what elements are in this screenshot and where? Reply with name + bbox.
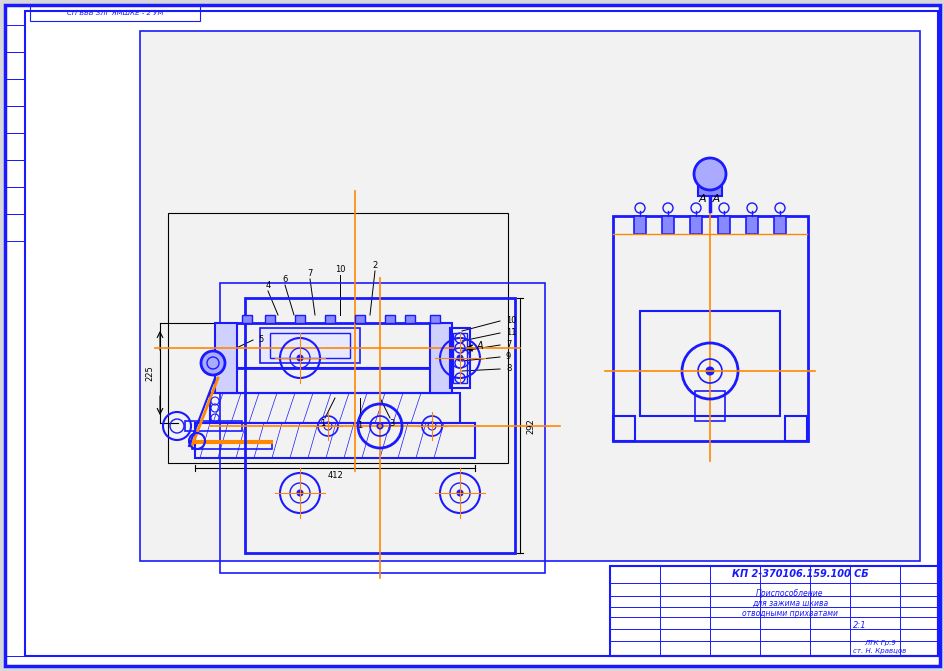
Bar [633,216,646,234]
Bar [5,160,25,187]
Bar [270,333,349,358]
Bar [639,311,779,416]
Bar [244,298,514,553]
Bar [452,333,466,383]
Text: 7: 7 [505,340,511,350]
Bar [5,25,25,52]
Text: СП ВВВ ЗЛГ ЯМШКЕ - 2 УМ: СП ВВВ ЗЛГ ЯМШКЕ - 2 УМ [67,10,163,16]
Bar [215,323,237,393]
Text: 3: 3 [389,419,395,427]
Text: 2:1: 2:1 [852,621,866,631]
Circle shape [693,158,725,190]
Bar [5,133,25,160]
Text: 6: 6 [282,276,287,285]
Bar [30,5,200,21]
Text: А  А: А А [699,194,720,204]
Bar [689,216,701,234]
Text: 225: 225 [145,365,154,381]
Bar [5,52,25,79]
Bar [355,315,364,323]
Text: 2: 2 [372,262,378,270]
Bar [717,216,729,234]
Bar [264,315,275,323]
Circle shape [457,355,463,361]
Text: 4: 4 [265,282,270,291]
Bar [295,315,305,323]
Bar [220,368,449,393]
Text: 292: 292 [526,418,535,434]
Text: 11: 11 [505,329,516,338]
Text: 412: 412 [327,470,343,480]
Bar [449,328,469,388]
Bar [698,184,721,196]
Text: 9: 9 [505,352,511,362]
Text: 1: 1 [357,421,362,429]
Text: 1: 1 [320,419,326,427]
Bar [260,328,360,363]
Text: КП 2-370106.159.100 СБ: КП 2-370106.159.100 СБ [731,569,868,579]
Text: Приспособление: Приспособление [755,588,823,597]
Circle shape [296,490,303,496]
Bar [220,283,545,573]
Bar [5,106,25,133]
Bar [242,315,252,323]
Bar [5,187,25,214]
Circle shape [705,367,714,375]
Circle shape [379,425,381,427]
Bar [210,393,460,423]
Bar [610,566,937,656]
Bar [694,391,724,421]
Bar [325,315,334,323]
Bar [185,421,242,431]
Bar [168,213,508,463]
Bar [773,216,785,234]
Bar [613,216,807,441]
Circle shape [296,355,303,361]
Text: A: A [476,341,482,351]
Text: 7: 7 [307,270,312,278]
Text: отводными прихватами: отводными прихватами [741,609,837,617]
Bar [662,216,673,234]
Bar [194,423,475,458]
Circle shape [377,423,382,429]
Bar [405,315,414,323]
Text: 8: 8 [505,364,511,374]
Bar [430,315,440,323]
Bar [140,31,919,561]
Circle shape [457,490,463,496]
Bar [235,323,434,368]
Text: ст. Н. Кравцов: ст. Н. Кравцов [852,648,905,654]
Text: 5: 5 [258,336,263,344]
Bar [430,323,451,393]
Circle shape [201,351,225,375]
Text: ЛТК Гр.9: ЛТК Гр.9 [863,640,895,646]
Bar [384,315,395,323]
Bar [5,214,25,241]
Bar [5,79,25,106]
Text: 10: 10 [505,317,516,325]
Bar [745,216,757,234]
Bar [192,441,272,449]
Bar [192,440,272,443]
Text: 10: 10 [334,266,345,274]
Text: для зажима шкива: для зажима шкива [751,599,827,607]
